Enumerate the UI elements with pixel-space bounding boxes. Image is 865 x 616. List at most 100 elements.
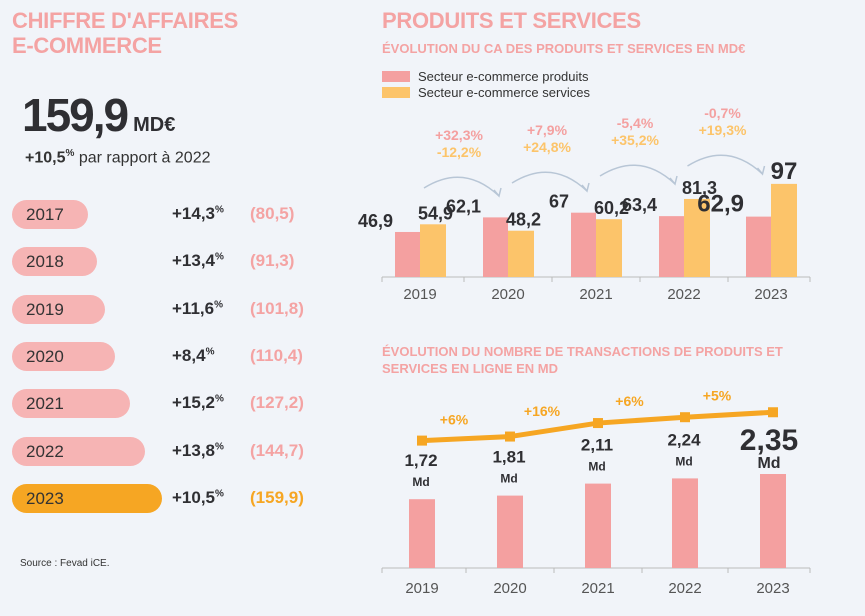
- arrowhead-icon: [493, 187, 502, 198]
- label-services-2023: 97: [771, 158, 798, 185]
- arrow-icon: [423, 176, 500, 197]
- bar-2022: [672, 478, 698, 568]
- value-2021: (127,2): [250, 393, 304, 413]
- transaction-change: +6%: [615, 393, 644, 409]
- growth-line: +10,5% par rapport à 2022: [25, 148, 211, 167]
- value-label-2019: 1,72: [404, 451, 437, 470]
- label-produits-2022: 63,4: [622, 195, 657, 215]
- chart2-title: ÉVOLUTION DU NOMBRE DE TRANSACTIONS DE P…: [382, 344, 783, 376]
- value-label-2020: 1,81: [492, 448, 525, 467]
- arrow-icon: [687, 154, 764, 175]
- bar-services-2023: [771, 183, 797, 277]
- year-pill-2020: 2020: [12, 341, 115, 371]
- transaction-change: +5%: [703, 388, 732, 404]
- unit-label-2023: Md: [757, 455, 780, 472]
- value-2023: (159,9): [250, 487, 304, 507]
- line-point-2023: [768, 407, 778, 418]
- transaction-change: +6%: [440, 412, 469, 428]
- label-services-2019: 54,9: [418, 203, 453, 223]
- line-point-2021: [593, 418, 603, 429]
- unit-label-2022: Md: [675, 454, 692, 468]
- change-produits: +32,3%: [435, 127, 483, 143]
- line-point-2020: [505, 431, 515, 442]
- bar-2020: [497, 495, 523, 568]
- transaction-change: +16%: [524, 403, 561, 419]
- arrowhead-icon: [669, 175, 678, 186]
- growth-2020: +8,4%: [172, 345, 215, 365]
- bar-produits-2021: [571, 212, 596, 277]
- growth-2021: +15,2%: [172, 393, 224, 413]
- tick-label-2020: 2020: [491, 286, 524, 303]
- value-2018: (91,3): [250, 251, 295, 271]
- year-pill-2021: 2021: [12, 389, 130, 419]
- bar-2019: [409, 499, 435, 568]
- tick-label-2022: 2022: [668, 580, 701, 597]
- label-produits-2021: 67: [549, 192, 569, 212]
- tick-label-2023: 2023: [756, 580, 789, 597]
- arrowhead-icon: [756, 165, 766, 176]
- label-produits-2019: 46,9: [358, 211, 393, 231]
- label-produits-2020: 62,1: [446, 196, 481, 216]
- value-2019: (101,8): [250, 298, 304, 318]
- year-pill-2019: 2019: [12, 294, 105, 324]
- legend-services: Secteur e-commerce services: [382, 84, 590, 100]
- bar-produits-2020: [483, 217, 508, 277]
- legend-produits: Secteur e-commerce produits: [382, 68, 590, 84]
- source: Source : Fevad iCE.: [20, 558, 110, 569]
- change-services: +35,2%: [611, 132, 659, 148]
- change-services: -12,2%: [437, 144, 482, 160]
- growth-2017: +14,3%: [172, 204, 224, 223]
- bar-2021: [585, 483, 611, 568]
- tick-label-2020: 2020: [493, 580, 526, 597]
- bar-services-2019: [420, 224, 446, 277]
- unit-label-2021: Md: [588, 460, 605, 474]
- growth-2019: +11,6%: [172, 298, 223, 318]
- value-label-2023: 2,35: [740, 424, 798, 457]
- bar-produits-2022: [659, 216, 684, 277]
- arrow-icon: [511, 171, 588, 192]
- change-services: +24,8%: [523, 139, 571, 155]
- chart1-title: PRODUITS ET SERVICES: [382, 8, 641, 33]
- revenue-title: CHIFFRE D'AFFAIRES E-COMMERCE: [12, 8, 238, 58]
- bar-produits-2023: [746, 216, 771, 277]
- label-services-2021: 60,2: [594, 198, 629, 218]
- tick-label-2021: 2021: [581, 580, 614, 597]
- change-produits: -0,7%: [704, 105, 741, 121]
- legend: Secteur e-commerce produits Secteur e-co…: [382, 68, 590, 100]
- line-point-2022: [680, 412, 690, 423]
- year-pill-2017: 2017: [12, 200, 88, 229]
- bar-services-2020: [508, 230, 534, 277]
- tick-label-2022: 2022: [667, 286, 700, 303]
- label-produits-2023: 62,9: [697, 191, 744, 218]
- value-2020: (110,4): [250, 345, 303, 365]
- year-pill-2023: 2023: [12, 483, 162, 513]
- value-label-2021: 2,11: [581, 436, 613, 455]
- label-services-2020: 48,2: [506, 210, 541, 230]
- change-produits: -5,4%: [617, 115, 654, 131]
- unit-label-2020: Md: [500, 472, 517, 486]
- change-produits: +7,9%: [527, 122, 568, 138]
- year-pill-2018: 2018: [12, 247, 97, 277]
- total-revenue: 159,9 MD€: [22, 89, 176, 141]
- bar-services-2021: [596, 219, 622, 277]
- value-2017: (80,5): [250, 204, 295, 223]
- value-2022: (144,7): [250, 440, 304, 460]
- change-services: +19,3%: [699, 122, 747, 138]
- tick-label-2019: 2019: [403, 286, 436, 303]
- tick-label-2019: 2019: [405, 580, 438, 597]
- year-pill-2022: 2022: [12, 436, 145, 466]
- value-label-2022: 2,24: [667, 430, 701, 449]
- line-point-2019: [417, 435, 427, 446]
- tick-label-2021: 2021: [579, 286, 612, 303]
- bar-services-2022: [684, 198, 710, 277]
- growth-2018: +13,4%: [172, 251, 224, 271]
- bar-produits-2019: [395, 231, 420, 277]
- bar-2023: [760, 474, 786, 568]
- label-services-2022: 81,3: [682, 178, 717, 198]
- arrow-icon: [599, 164, 676, 185]
- growth-2023: +10,5%: [172, 487, 224, 507]
- arrowhead-icon: [581, 182, 590, 193]
- tick-label-2023: 2023: [754, 286, 787, 303]
- chart1-subtitle: ÉVOLUTION DU CA DES PRODUITS ET SERVICES…: [382, 41, 746, 56]
